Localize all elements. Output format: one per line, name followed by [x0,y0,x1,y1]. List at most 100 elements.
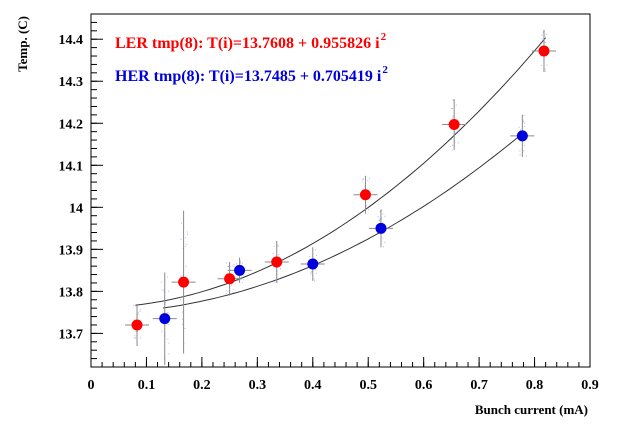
scatter-sample [180,299,181,301]
scatter-sample [237,277,238,279]
data-point [448,119,460,131]
scatter-sample [382,213,384,215]
scatter-sample [450,146,452,147]
y-tick-label: 14.2 [59,117,84,132]
scatter-sample [168,353,170,355]
x-axis-label: Bunch current (mA) [475,402,588,417]
scatter-sample [233,266,235,268]
scatter-sample [381,217,383,219]
scatter-sample [379,211,381,213]
scatter-sample [522,119,524,121]
scatter-sample [225,273,227,275]
scatter-sample [309,256,311,257]
scatter-sample [540,55,542,57]
scatter-sample [185,243,187,245]
scatter-sample [232,291,234,293]
scatter-sample [383,246,384,248]
scatter-sample [523,150,525,152]
scatter-sample [314,280,315,282]
x-tick-label: 0.7 [470,378,488,393]
data-point [375,222,387,234]
scatter-sample [277,245,279,247]
legend: LER tmp(8): T(i)=13.7608 + 0.955826 i 2HE… [115,31,388,85]
x-tick-label: 0.2 [193,378,211,393]
scatter-sample [525,155,527,157]
scatter-sample [315,269,317,271]
scatter-sample [311,271,313,273]
scatter-sample [137,314,139,316]
scatter-sample [545,33,547,35]
x-axis: 0 0.1 0.2 0.3 0.4 0.5 0.6 0.7 0.8 0.9 [88,357,599,393]
scatter-sample [226,262,228,264]
y-tick-label: 13.8 [59,285,84,300]
scatter-sample [523,115,525,117]
scatter-sample [545,42,547,43]
scatter-sample [185,237,187,239]
scatter-sample [231,284,233,286]
scatter-sample [518,126,520,128]
scatter-sample [274,281,276,283]
scatter-sample [379,220,381,222]
scatter-sample [163,289,165,291]
data-points [125,29,556,365]
scatter-sample [452,108,454,110]
y-axis: 13.7 13.8 13.9 14 14.1 14.2 14.3 14.4 [59,13,103,368]
scatter-sample [180,276,182,278]
scatter-sample [379,218,381,220]
scatter-sample [163,291,165,293]
scatter-sample [313,278,315,280]
scatter-sample [451,144,453,146]
scatter-sample [452,99,454,101]
scatter-sample [184,245,186,247]
scatter-sample [524,144,526,146]
data-point [234,264,246,276]
data-point [307,258,319,270]
fit-curve [135,37,546,306]
scatter-sample [541,38,543,40]
x-tick-label: 0 [88,378,95,393]
fit-curves [135,37,546,309]
scatter-sample [277,244,279,246]
y-tick-label: 13.7 [59,327,84,342]
scatter-sample [186,231,188,233]
data-point [131,319,143,331]
scatter-sample [364,185,366,187]
y-axis-label: Temp. (C) [15,16,30,72]
scatter-sample [184,328,186,330]
scatter-sample [452,149,454,151]
scatter-sample [369,177,370,179]
scatter-sample [181,222,182,224]
scatter-sample [135,331,137,333]
scatter-sample [377,216,379,218]
scatter-sample [384,215,386,217]
scatter-sample [384,242,386,244]
fit-curve [163,132,524,309]
scatter-sample [167,276,169,278]
legend-entry: HER tmp(8): T(i)=13.7485 + 0.705419 i [115,68,382,85]
scatter-sample [225,293,227,295]
scatter-sample [181,318,183,320]
scatter-sample [243,279,245,281]
data-point [178,276,190,288]
scatter-sample [522,121,524,123]
scatter-sample [185,265,187,267]
scatter-sample [241,262,243,264]
scatter-sample [134,335,136,337]
scatter-sample [139,309,141,310]
scatter-sample [382,237,384,239]
y-tick-label: 14 [69,201,83,216]
scatter-sample [540,64,542,66]
scatter-sample [181,323,183,325]
data-point [224,273,236,285]
scatter-sample [239,261,241,263]
scatter-sample [167,324,169,325]
y-tick-label: 14.1 [59,159,84,174]
scatter-sample [231,265,233,267]
scatter-sample [187,233,189,235]
scatter-sample [168,290,170,292]
scatter-sample [315,272,317,274]
x-tick-label: 0.1 [138,378,156,393]
scatter-sample [519,154,521,156]
scatter-sample [314,268,316,270]
